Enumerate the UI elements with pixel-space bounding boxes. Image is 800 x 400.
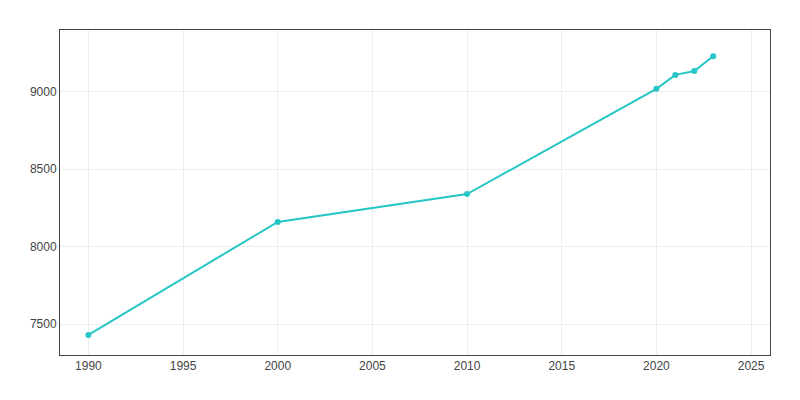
svg-text:9000: 9000 bbox=[30, 85, 57, 99]
svg-text:2010: 2010 bbox=[454, 359, 481, 373]
svg-text:2025: 2025 bbox=[738, 359, 765, 373]
svg-text:2000: 2000 bbox=[264, 359, 291, 373]
svg-text:8000: 8000 bbox=[30, 240, 57, 254]
svg-text:1990: 1990 bbox=[75, 359, 102, 373]
svg-text:2020: 2020 bbox=[643, 359, 670, 373]
svg-text:8500: 8500 bbox=[30, 162, 57, 176]
svg-text:2005: 2005 bbox=[359, 359, 386, 373]
svg-text:7500: 7500 bbox=[30, 317, 57, 331]
svg-text:2015: 2015 bbox=[548, 359, 575, 373]
svg-text:1995: 1995 bbox=[170, 359, 197, 373]
